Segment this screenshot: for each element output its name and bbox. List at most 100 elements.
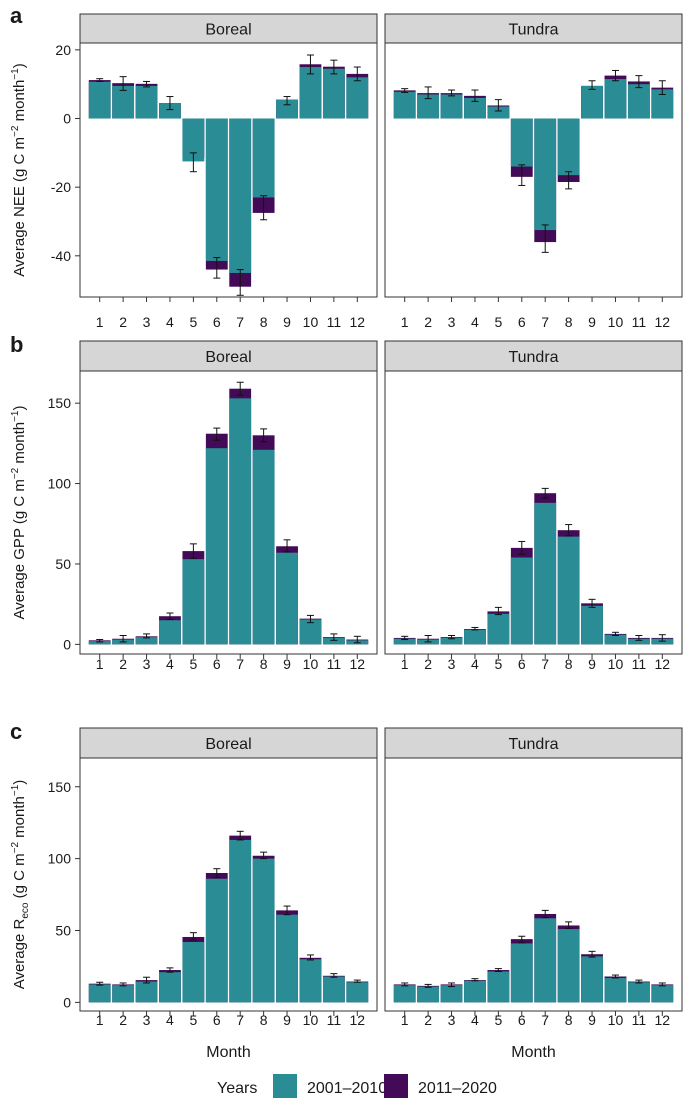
- x-tick-label: 9: [283, 314, 291, 330]
- x-tick-label: 7: [236, 656, 244, 672]
- bar-2001-2010: [464, 980, 486, 1003]
- x-tick-label: 3: [143, 656, 151, 672]
- bar-2001-2010: [182, 559, 205, 645]
- facet-strip: [384, 13, 683, 44]
- bar-2001-2010: [229, 839, 252, 1003]
- x-tick-label: 1: [401, 314, 409, 330]
- x-tick-label: 1: [96, 1012, 104, 1028]
- facet-title: Boreal: [205, 22, 251, 39]
- facet-title: Tundra: [508, 349, 558, 366]
- x-tick-label: 1: [96, 314, 104, 330]
- x-tick-label: 9: [588, 656, 596, 672]
- x-tick-label: 11: [632, 314, 647, 330]
- x-tick-label: 8: [260, 1012, 268, 1028]
- bar-2001-2010: [581, 605, 603, 645]
- bar-2001-2010: [276, 99, 298, 119]
- bar-2001-2010: [557, 118, 580, 176]
- x-tick-label: 3: [448, 656, 456, 672]
- bar-2001-2010: [557, 929, 580, 1003]
- bar-2001-2010: [534, 118, 557, 231]
- x-tick-label: 12: [655, 1012, 671, 1028]
- facet-strip: [384, 340, 683, 372]
- legend-item-label: 2011–2020: [418, 1080, 497, 1097]
- y-axis-label: Average NEE (g C m−2 month−1): [10, 63, 28, 276]
- bar-2001-2010: [604, 634, 627, 645]
- x-tick-label: 5: [494, 656, 502, 672]
- bar-2001-2010: [159, 620, 181, 645]
- bar-2001-2010: [393, 91, 416, 119]
- bar-2001-2010: [229, 398, 252, 645]
- x-tick-label: 7: [236, 314, 244, 330]
- bar-2001-2010: [417, 94, 440, 119]
- bar-2001-2010: [627, 638, 650, 645]
- bar-2001-2010: [159, 103, 181, 119]
- bar-2001-2010: [557, 536, 580, 645]
- plot-area: [79, 370, 378, 655]
- panel-label: a: [10, 3, 23, 28]
- bar-2001-2010: [487, 613, 510, 645]
- x-tick-label: 12: [350, 1012, 366, 1028]
- plot-area: [384, 42, 683, 298]
- x-tick-label: 5: [189, 314, 197, 330]
- x-tick-label: 10: [608, 314, 624, 330]
- y-tick-label: 100: [48, 851, 72, 867]
- x-tick-label: 2: [119, 1012, 127, 1028]
- y-tick-label: 150: [48, 779, 72, 795]
- x-tick-label: 9: [283, 656, 291, 672]
- bar-2001-2010: [346, 982, 369, 1003]
- plot-area: [384, 370, 683, 655]
- bar-2001-2010: [440, 637, 463, 645]
- x-tick-label: 10: [303, 314, 319, 330]
- x-tick-label: 4: [471, 1012, 479, 1028]
- x-tick-label: 11: [327, 1012, 342, 1028]
- x-tick-label: 11: [632, 1012, 647, 1028]
- x-tick-label: 7: [541, 1012, 549, 1028]
- bar-2001-2010: [440, 985, 463, 1003]
- y-tick-label: 20: [55, 42, 71, 58]
- bar-2001-2010: [464, 97, 486, 119]
- bar-2001-2010: [346, 77, 369, 119]
- bar-2001-2010: [322, 68, 345, 119]
- bar-2001-2010: [159, 972, 181, 1003]
- y-tick-label: 0: [63, 111, 71, 127]
- x-tick-label: 1: [96, 656, 104, 672]
- x-tick-label: 5: [189, 1012, 197, 1028]
- x-tick-label: 9: [283, 1012, 291, 1028]
- x-tick-label: 2: [424, 314, 432, 330]
- bar-2001-2010: [440, 94, 463, 119]
- bar-2001-2010: [276, 914, 298, 1003]
- facet-strip: [79, 340, 378, 372]
- bar-2001-2010: [487, 106, 510, 119]
- x-tick-label: 8: [565, 656, 573, 672]
- bar-2001-2010: [112, 85, 135, 119]
- bar-2001-2010: [393, 985, 416, 1003]
- bar-2001-2010: [604, 977, 627, 1003]
- panel-label: b: [10, 332, 23, 357]
- legend-swatch: [273, 1074, 297, 1098]
- x-tick-label: 7: [541, 314, 549, 330]
- x-tick-label: 6: [518, 1012, 526, 1028]
- facet-title: Tundra: [508, 22, 558, 39]
- y-tick-label: -40: [51, 248, 71, 264]
- bar-2001-2010: [205, 878, 228, 1003]
- bar-2001-2010: [182, 942, 205, 1003]
- x-tick-label: 4: [471, 656, 479, 672]
- plot-area: [79, 757, 378, 1012]
- facet-title: Tundra: [508, 736, 558, 753]
- bar-2001-2010: [417, 986, 440, 1003]
- x-tick-label: 6: [213, 314, 221, 330]
- bar-2001-2010: [581, 85, 603, 119]
- x-tick-label: 6: [518, 314, 526, 330]
- bar-2001-2010: [229, 118, 252, 273]
- x-tick-label: 6: [213, 1012, 221, 1028]
- bar-2001-2010: [393, 638, 416, 645]
- panel-c: c Average Reco (g C m−2 month−1) 0 50 100 150…: [10, 719, 683, 1061]
- y-tick-label: 100: [48, 476, 72, 492]
- x-tick-label: 10: [303, 1012, 319, 1028]
- x-tick-label: 7: [236, 1012, 244, 1028]
- bar-2001-2010: [88, 641, 111, 645]
- bar-2001-2010: [135, 85, 158, 119]
- x-tick-label: 12: [350, 656, 366, 672]
